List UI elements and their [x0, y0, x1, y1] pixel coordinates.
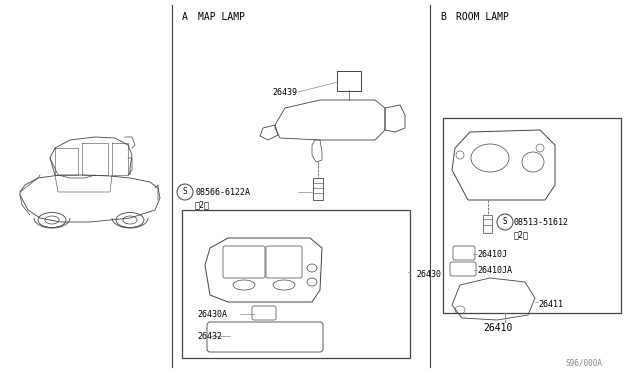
Text: A: A [182, 12, 188, 22]
Text: 26432: 26432 [197, 332, 222, 341]
Text: 08566-6122A: 08566-6122A [195, 188, 250, 197]
Bar [443, 118, 621, 313]
Text: ROOM LAMP: ROOM LAMP [456, 12, 509, 22]
Text: 26410J: 26410J [477, 250, 507, 259]
Bar [182, 210, 410, 358]
Text: B: B [440, 12, 446, 22]
Text: 26410JA: 26410JA [477, 266, 512, 275]
Text: 26430: 26430 [416, 270, 441, 279]
Text: 26439: 26439 [272, 88, 297, 97]
Bar [483, 215, 492, 233]
Text: 26430A: 26430A [197, 310, 227, 319]
Text: S96/000A: S96/000A [565, 358, 602, 367]
Text: MAP LAMP: MAP LAMP [198, 12, 245, 22]
Bar [313, 178, 323, 200]
Text: （2）: （2） [514, 230, 529, 239]
Text: S: S [502, 218, 508, 227]
Text: 26410: 26410 [483, 323, 513, 333]
Text: （2）: （2） [195, 200, 210, 209]
Text: 26411: 26411 [538, 300, 563, 309]
Text: S: S [182, 187, 188, 196]
Text: 08513-51612: 08513-51612 [514, 218, 569, 227]
